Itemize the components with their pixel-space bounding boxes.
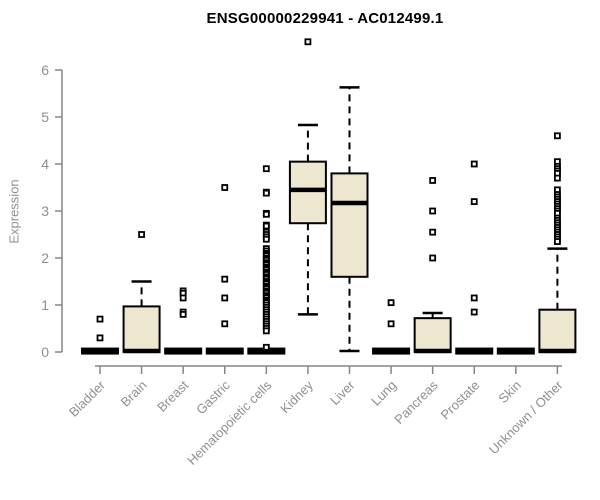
x-tick-label: Pancreas [391, 377, 441, 427]
outlier-point [262, 343, 270, 351]
y-tick-label: 2 [41, 250, 49, 266]
x-tick-label: Skin [495, 378, 523, 406]
box [122, 305, 161, 354]
outlier-point [429, 177, 437, 184]
outlier-point [221, 320, 229, 328]
outlier-point [221, 275, 229, 283]
outlier-point [262, 210, 270, 218]
outlier-point [387, 320, 395, 328]
collapsed-box [205, 347, 244, 355]
chart-title: ENSG00000229941 - AC012499.1 [206, 10, 444, 27]
x-tick-label: Bladder [66, 377, 109, 420]
box [288, 160, 327, 225]
x-tick-label: Lung [368, 378, 399, 409]
collapsed-box [496, 347, 535, 355]
outlier-point [96, 315, 104, 323]
outlier-point [470, 160, 478, 168]
x-tick-label: Kidney [277, 377, 316, 416]
outlier-point [262, 327, 270, 335]
y-tick-label: 6 [41, 62, 49, 78]
x-tick-label: Unknown / Other [486, 377, 566, 457]
y-tick-label: 4 [41, 156, 49, 172]
collapsed-box [247, 347, 286, 355]
box [413, 317, 452, 354]
x-tick-label: Liver [327, 377, 358, 408]
outlier-point [554, 238, 561, 245]
x-tick-label: Gastric [193, 377, 233, 417]
outlier-point [429, 254, 437, 262]
x-tick-label: Brain [118, 378, 150, 410]
outlier-point [429, 207, 437, 215]
outlier-point [262, 222, 270, 230]
y-tick-label: 1 [41, 297, 49, 313]
y-tick-label: 3 [41, 203, 49, 219]
outlier-point [387, 299, 395, 307]
collapsed-box [455, 347, 494, 355]
outlier-point [470, 198, 478, 206]
y-tick-label: 0 [41, 344, 49, 360]
box [330, 172, 369, 278]
outlier-point [262, 165, 270, 173]
outlier-point [262, 189, 270, 197]
outlier-point [554, 174, 561, 182]
outlier-point [554, 132, 561, 140]
outlier-point [262, 235, 270, 243]
outlier-point [470, 308, 478, 316]
x-tick-label: Prostate [438, 378, 483, 423]
collapsed-box [164, 347, 203, 355]
collapsed-box [81, 347, 119, 355]
outlier-point [96, 334, 104, 342]
x-tick-label: Breast [154, 377, 191, 414]
outlier-point [179, 294, 187, 302]
outlier-point [304, 38, 312, 46]
box [538, 308, 577, 354]
outlier-point [221, 294, 229, 302]
y-tick-label: 5 [41, 109, 49, 125]
outlier-point [221, 184, 229, 191]
collapsed-box [372, 347, 411, 355]
outlier-point [470, 294, 478, 302]
outlier-point [138, 231, 145, 238]
outlier-point [179, 310, 187, 318]
outlier-point [429, 228, 437, 236]
